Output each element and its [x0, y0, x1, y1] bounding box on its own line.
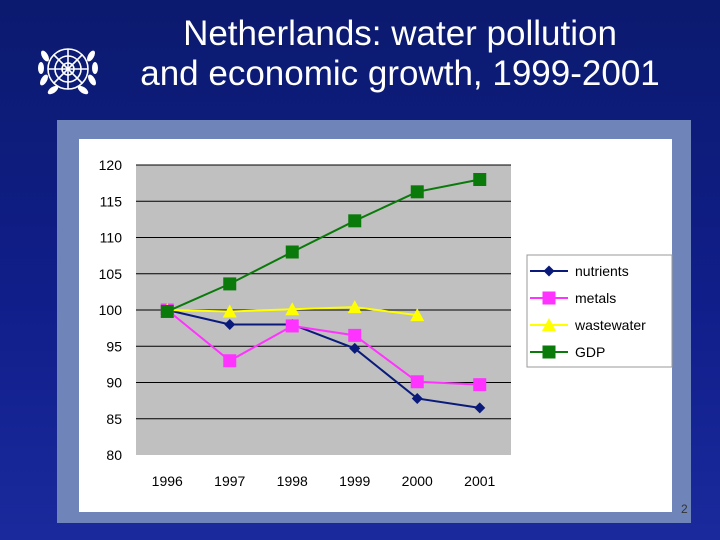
data-point-GDP [223, 277, 237, 291]
legend-label-metals: metals [575, 290, 616, 306]
data-point-metals [285, 319, 299, 333]
data-point-wastewater [347, 300, 362, 314]
slide-title: Netherlands: water pollution and economi… [100, 14, 700, 94]
data-point-GDP [410, 185, 424, 199]
data-point-wastewater [285, 302, 300, 316]
title-line-1: Netherlands: water pollution [183, 14, 617, 53]
x-tick-label: 1997 [214, 473, 245, 489]
x-tick-label: 2001 [464, 473, 495, 489]
y-tick-label: 110 [100, 230, 123, 246]
series-GDP [160, 173, 487, 318]
data-point-nutrients [411, 392, 423, 404]
legend-label-wastewater: wastewater [574, 317, 646, 333]
legend-marker-GDP [542, 345, 556, 359]
data-point-nutrients [349, 342, 361, 354]
legend-label-GDP: GDP [575, 344, 605, 360]
data-point-metals [410, 375, 424, 389]
series-metals [160, 303, 487, 392]
y-tick-label: 95 [106, 338, 122, 354]
data-point-wastewater [222, 304, 237, 318]
y-tick-label: 80 [106, 447, 122, 463]
x-tick-label: 1999 [339, 473, 370, 489]
y-tick-label: 120 [99, 157, 123, 173]
legend-label-nutrients: nutrients [575, 263, 629, 279]
un-emblem-icon [38, 48, 98, 95]
title-line-2: and economic growth, 1999-2001 [140, 54, 660, 93]
series-line-nutrients [167, 309, 480, 409]
data-point-wastewater [410, 308, 425, 322]
y-tick-label: 90 [106, 375, 122, 391]
data-point-metals [473, 378, 487, 392]
data-point-nutrients [474, 402, 486, 414]
x-tick-label: 1996 [152, 473, 183, 489]
series-line-metals [166, 309, 480, 386]
y-tick-label: 85 [106, 411, 122, 427]
y-tick-label: 105 [99, 266, 123, 282]
data-point-GDP [285, 245, 299, 259]
y-tick-label: 115 [100, 193, 123, 209]
data-point-GDP [348, 214, 362, 228]
data-point-metals [348, 328, 362, 342]
data-point-GDP [473, 173, 487, 186]
legend-marker-wastewater [542, 318, 556, 331]
legend-marker-metals [542, 291, 556, 305]
slide-number: 2 [681, 502, 688, 516]
data-point-GDP [160, 304, 174, 318]
legend-marker-nutrients [543, 265, 555, 277]
y-tick-label: 100 [99, 302, 123, 318]
data-point-nutrients [224, 319, 236, 330]
series-line-GDP [166, 178, 480, 313]
x-tick-label: 2000 [402, 473, 433, 489]
data-point-metals [223, 354, 237, 368]
x-tick-label: 1998 [277, 473, 308, 489]
